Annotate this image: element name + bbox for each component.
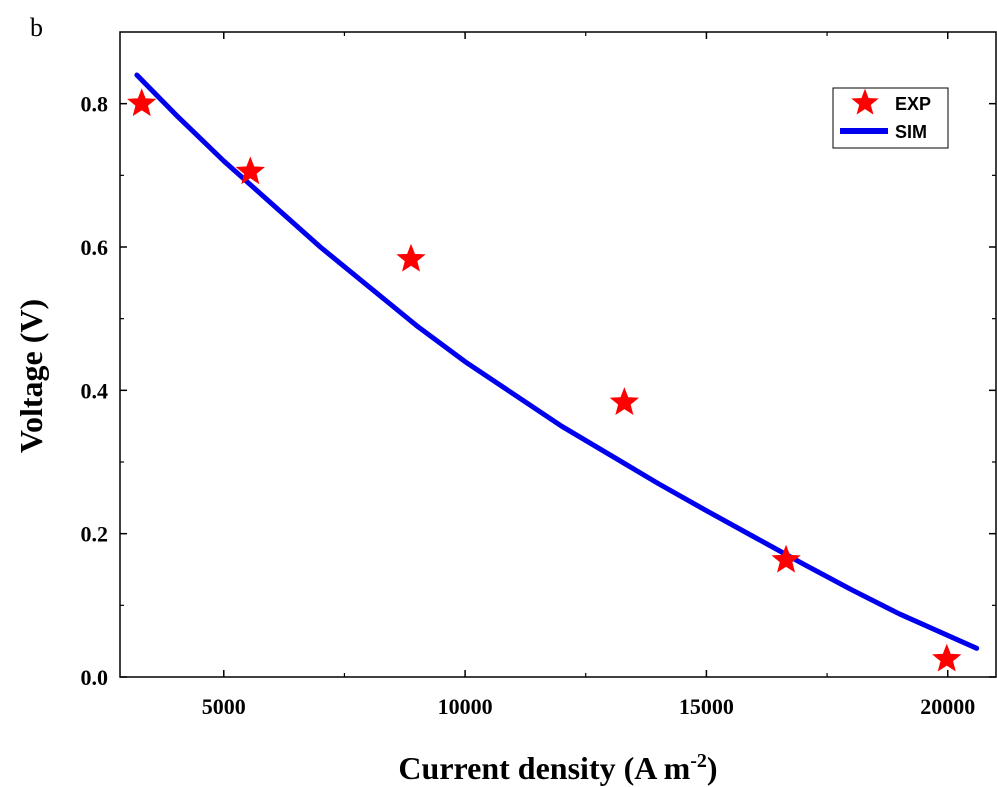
- x-tick-label: 15000: [679, 694, 734, 719]
- exp-point: [609, 387, 640, 415]
- panel-label: b: [30, 13, 43, 42]
- legend-star-shape: [851, 88, 879, 115]
- x-axis-title-main: Current density (A m: [398, 750, 690, 786]
- x-axis-title-suffix: ): [707, 750, 718, 786]
- x-axis-title-superscript: -2: [690, 750, 707, 772]
- x-axis-title: Current density (A m-2): [398, 750, 717, 786]
- exp-point: [127, 88, 157, 117]
- series-layer: [127, 72, 980, 672]
- legend-exp-label: EXP: [895, 94, 931, 114]
- y-tick-label: 0.0: [81, 665, 109, 690]
- plot-frame: [119, 31, 997, 678]
- x-axis: 5000 10000 15000 20000: [202, 32, 975, 719]
- sim-line: [134, 72, 980, 651]
- x-tick-label: 5000: [202, 694, 246, 719]
- exp-point: [235, 156, 265, 185]
- y-tick-label: 0.6: [81, 235, 109, 260]
- y-tick-label: 0.4: [81, 378, 109, 403]
- exp-point: [932, 643, 962, 672]
- y-tick-label: 0.8: [81, 92, 109, 117]
- x-tick-label: 20000: [920, 694, 975, 719]
- y-tick-label: 0.2: [81, 522, 109, 547]
- legend: EXP SIM: [832, 87, 949, 149]
- legend-box: [832, 87, 949, 149]
- exp-point: [396, 243, 426, 272]
- exp-point: [771, 544, 801, 573]
- x-tick-label: 10000: [438, 694, 493, 719]
- legend-sim-label: SIM: [895, 122, 927, 142]
- y-axis-title: Voltage (V): [13, 299, 49, 453]
- legend-exp-marker: [851, 88, 879, 115]
- y-axis: 0.0 0.2 0.4 0.6 0.8: [81, 92, 996, 690]
